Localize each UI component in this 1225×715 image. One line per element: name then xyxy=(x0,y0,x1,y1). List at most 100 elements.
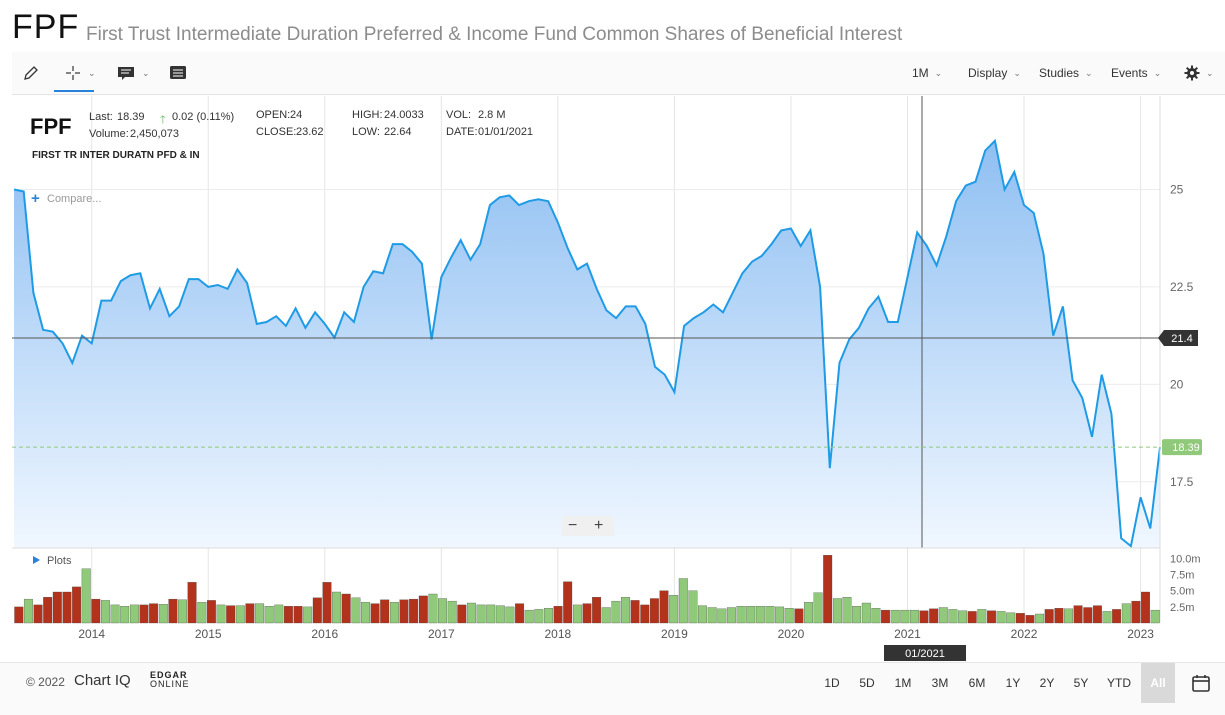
volume-bar xyxy=(524,609,534,624)
volume-bar xyxy=(784,608,794,624)
volume-bar xyxy=(813,592,823,624)
display-label: Display xyxy=(968,66,1008,80)
chevron-down-icon: ⌄ xyxy=(88,67,96,78)
date-label: DATE: xyxy=(446,126,478,138)
pencil-icon xyxy=(24,66,38,80)
volume-bar xyxy=(110,604,120,624)
price-axis: 25 22.5 20 17.5 xyxy=(1159,96,1194,623)
volume-bar xyxy=(563,581,573,624)
volume-bar xyxy=(457,604,467,624)
volume-bar xyxy=(418,595,428,624)
volume-bar xyxy=(1044,609,1054,624)
volume-bar xyxy=(852,606,862,624)
volume-tick-label: 5.0m xyxy=(1170,586,1194,598)
volume-bar xyxy=(380,599,390,624)
x-tick-label: 2022 xyxy=(1011,627,1038,641)
settings-button[interactable]: ⌄ xyxy=(1184,52,1214,94)
zoom-out-button[interactable]: − xyxy=(568,517,578,534)
volume-bars xyxy=(14,555,1160,624)
display-dropdown[interactable]: Display ⌄ xyxy=(968,52,1021,94)
volume-bar xyxy=(62,591,72,624)
volume-bar xyxy=(1102,611,1112,624)
volume-bar xyxy=(775,606,785,624)
range-5d-button[interactable]: 5D xyxy=(859,676,875,690)
close-label: CLOSE: xyxy=(256,126,297,138)
range-2y-button[interactable]: 2Y xyxy=(1039,676,1055,690)
volume-bar xyxy=(168,598,178,624)
draw-tool-button[interactable] xyxy=(22,52,40,94)
close-value: 23.62 xyxy=(296,126,324,138)
volume-bar xyxy=(871,608,881,624)
range-1d-button[interactable]: 1D xyxy=(824,676,840,690)
volume-bar xyxy=(1083,607,1093,624)
y-tick-label: 20 xyxy=(1170,377,1184,391)
volume-bar xyxy=(890,609,900,624)
volume-bar xyxy=(283,606,293,624)
volume-bar xyxy=(158,604,168,624)
volume-bar xyxy=(1092,605,1102,624)
security-name: FIRST TR INTER DURATN PFD & IN xyxy=(32,150,200,161)
chevron-down-icon: ⌄ xyxy=(142,67,150,78)
zoom-in-button[interactable]: + xyxy=(594,517,604,534)
x-tick-label: 2017 xyxy=(428,627,455,641)
range-ytd-button[interactable]: YTD xyxy=(1107,676,1131,690)
range-1y-button[interactable]: 1Y xyxy=(1005,676,1021,690)
volume-bar xyxy=(206,600,216,624)
gear-icon xyxy=(1184,65,1200,81)
studies-dropdown[interactable]: Studies ⌄ xyxy=(1039,52,1093,94)
volume-bar xyxy=(1141,591,1150,624)
events-dropdown[interactable]: Events ⌄ xyxy=(1111,52,1161,94)
volume-bar xyxy=(1112,609,1122,624)
high-value: 24.0033 xyxy=(384,109,424,121)
chart-area[interactable]: 25 22.5 20 17.5 21.4 18.39 10.0m 7.5m 5.0m 2.5… xyxy=(0,96,1225,662)
volume-bar xyxy=(630,600,640,624)
table-view-button[interactable] xyxy=(168,52,188,94)
volume-bar xyxy=(91,598,101,624)
volume-bar xyxy=(399,599,409,624)
chevron-down-icon: ⌄ xyxy=(1206,67,1214,78)
plots-control[interactable]: Plots xyxy=(33,555,72,567)
range-6m-button[interactable]: 6M xyxy=(968,676,986,690)
volume-bar xyxy=(14,606,24,624)
price-chart[interactable]: 25 22.5 20 17.5 21.4 18.39 10.0m 7.5m 5.0m 2.5… xyxy=(0,96,1225,662)
volume-bar xyxy=(755,606,765,624)
volume-bar xyxy=(977,609,987,624)
range-3m-button[interactable]: 3M xyxy=(931,676,949,690)
volume-bar xyxy=(1150,609,1160,624)
volume-bar xyxy=(929,608,939,624)
x-tick-label: 2016 xyxy=(311,627,338,641)
volume-bar xyxy=(621,597,630,624)
range-all-button[interactable]: All xyxy=(1141,663,1175,703)
calendar-button[interactable] xyxy=(1186,663,1216,703)
range-1m-button[interactable]: 1M xyxy=(894,676,912,690)
volume-bar xyxy=(717,608,727,624)
volume-bar xyxy=(255,603,265,624)
volume-bar xyxy=(1035,613,1045,624)
volume-bar xyxy=(987,610,996,624)
x-tick-label: 2014 xyxy=(78,627,105,641)
volume-bar xyxy=(351,597,361,624)
range-5y-button[interactable]: 5Y xyxy=(1073,676,1089,690)
volume-value: 2,450,073 xyxy=(130,128,179,140)
compare-control[interactable]: + Compare... xyxy=(31,190,101,207)
high-label: HIGH: xyxy=(352,109,383,121)
annotation-tool-button[interactable]: ⌄ xyxy=(116,52,150,94)
volume-bar xyxy=(611,600,621,624)
volume-tick-label: 7.5m xyxy=(1170,570,1194,582)
events-label: Events xyxy=(1111,66,1148,80)
volume-bar xyxy=(948,609,958,624)
x-tick-label: 2019 xyxy=(661,627,688,641)
y-tick-label: 22.5 xyxy=(1170,280,1194,294)
crosshair-tool-button[interactable]: ⌄ xyxy=(64,52,96,94)
volume-bar xyxy=(640,604,650,624)
table-icon xyxy=(170,66,186,79)
zoom-controls: − + xyxy=(562,516,614,536)
interval-dropdown[interactable]: 1M ⌄ xyxy=(912,52,942,94)
volume-bar xyxy=(505,606,515,624)
volume-bar xyxy=(601,607,611,624)
last-value: 18.39 xyxy=(117,111,145,123)
vol-label: VOL: xyxy=(446,109,472,121)
volume-bar xyxy=(1025,615,1035,624)
open-label: OPEN: xyxy=(256,109,291,121)
volume-bar xyxy=(264,606,274,624)
